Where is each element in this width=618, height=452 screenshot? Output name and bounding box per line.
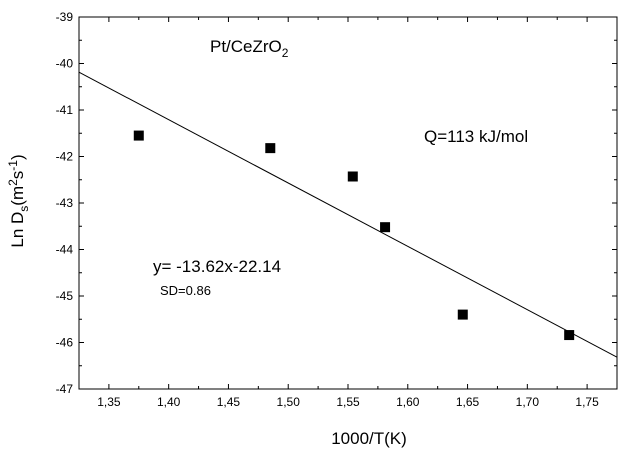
data-point [265, 143, 276, 154]
x-axis-ticks: 1,35 1,40 1,45 1,50 1,55 1,60 1,65 1,70 1,75 [97, 17, 599, 409]
x-tick-label: 1,50 [277, 395, 301, 409]
x-tick-label: 1,70 [516, 395, 540, 409]
x-tick-label: 1,75 [575, 395, 599, 409]
fit-line-group [78, 71, 618, 358]
y-tick-label: -44 [56, 243, 74, 257]
x-tick-label: 1,40 [157, 395, 181, 409]
y-tick-label: -40 [56, 57, 74, 71]
x-axis-title: 1000/T(K) [331, 429, 407, 448]
y-tick-label: -47 [56, 382, 74, 396]
data-point [457, 309, 468, 320]
x-tick-label: 1,65 [456, 395, 480, 409]
y-tick-label: -41 [56, 103, 74, 117]
y-tick-label: -39 [56, 10, 74, 24]
data-points [133, 130, 575, 341]
data-point [380, 222, 391, 233]
y-axis-title: Ln Ds(m2s-1) [6, 154, 31, 247]
annotation-fit-equation: y= -13.62x-22.14 [153, 257, 281, 276]
y-tick-label: -43 [56, 196, 74, 210]
y-tick-label: -46 [56, 336, 74, 350]
y-tick-label: -42 [56, 150, 74, 164]
y-tick-label: -45 [56, 289, 74, 303]
data-point [133, 130, 144, 141]
plot-border [78, 16, 618, 390]
data-point [564, 330, 575, 341]
x-tick-label: 1,60 [396, 395, 420, 409]
annotation-material: Pt/CeZrO2 [210, 37, 289, 60]
x-tick-label: 1,55 [336, 395, 360, 409]
annotation-activation-energy: Q=113 kJ/mol [424, 127, 528, 146]
plot-frame [78, 16, 618, 390]
annotation-sd: SD=0.86 [160, 283, 211, 298]
x-tick-label: 1,45 [217, 395, 241, 409]
data-point [347, 171, 358, 182]
fit-line [78, 71, 618, 358]
x-tick-label: 1,35 [97, 395, 121, 409]
y-axis-ticks: -47 -46 -45 -44 -43 -42 -41 -40 -39 [56, 10, 617, 396]
